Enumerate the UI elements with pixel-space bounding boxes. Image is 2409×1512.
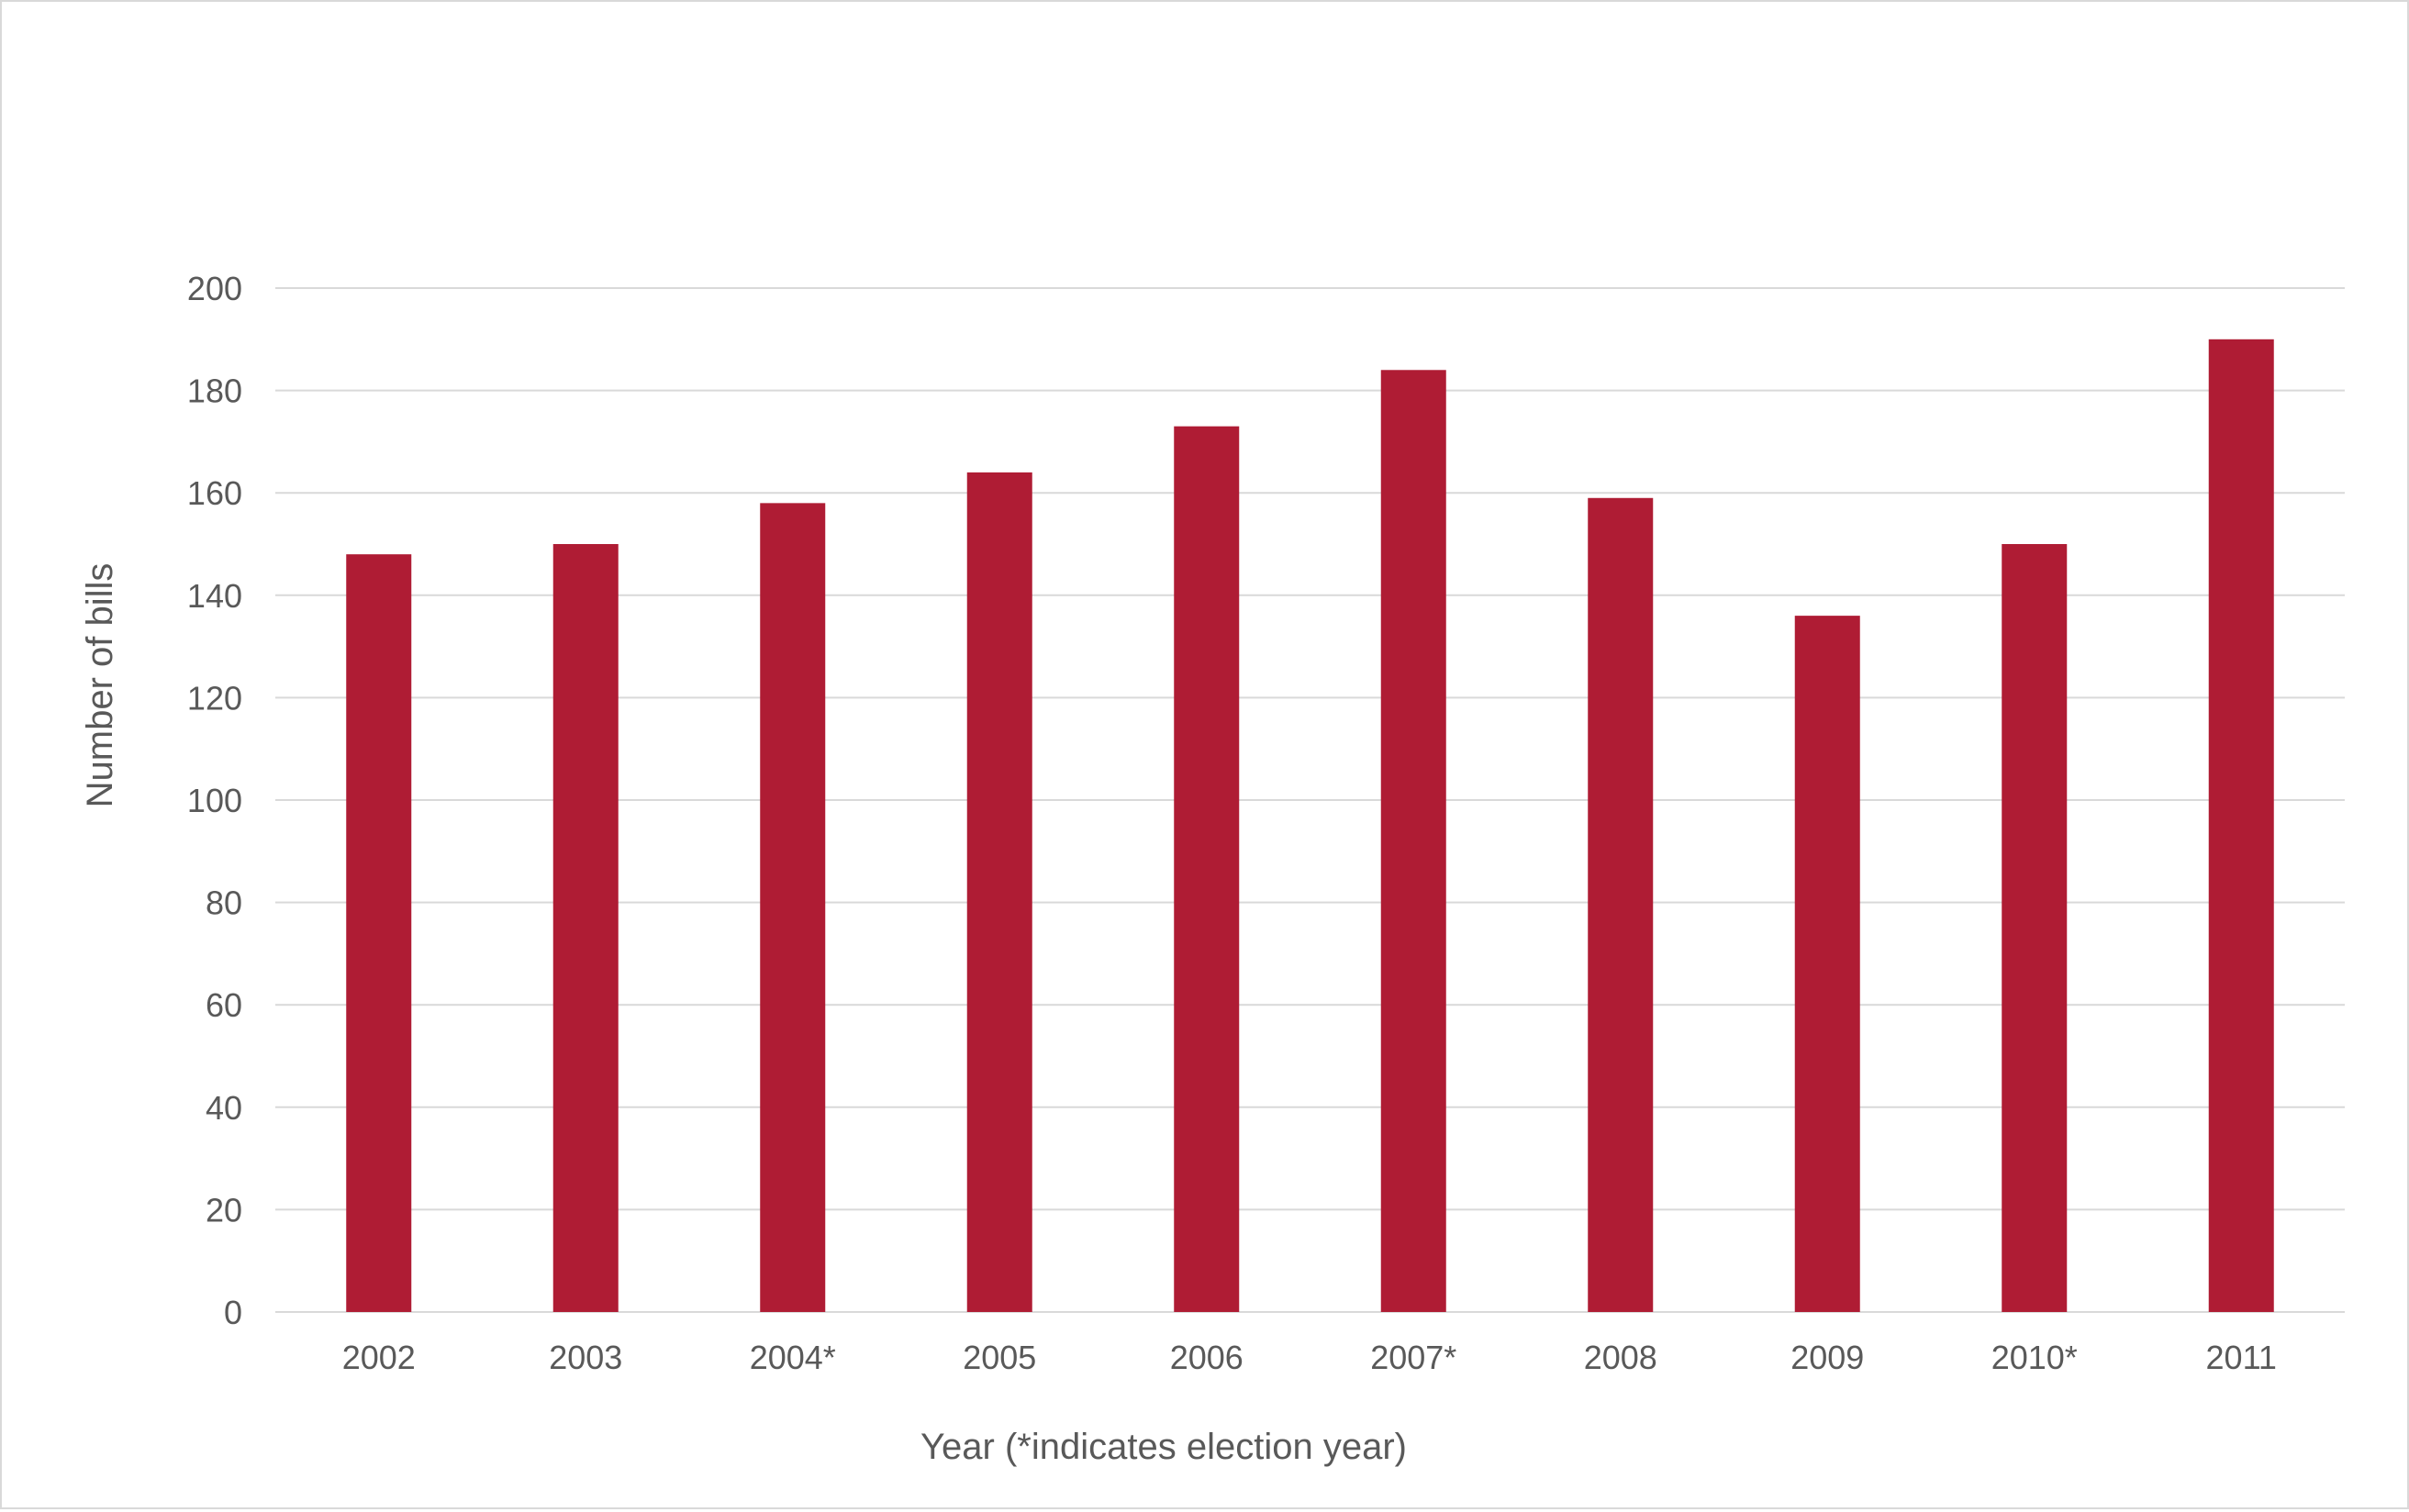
bar-2007-election bbox=[1380, 370, 1446, 1312]
x-tick-label: 2002 bbox=[342, 1339, 416, 1376]
y-tick-label: 60 bbox=[206, 986, 242, 1024]
x-tick-label: 2005 bbox=[963, 1339, 1036, 1376]
x-tick-label: 2008 bbox=[1584, 1339, 1657, 1376]
gridlines bbox=[275, 287, 2345, 1313]
bar-2009 bbox=[1794, 616, 1860, 1312]
x-axis-ticks: 2002 2003 2004* 2005 2006 2007* 2008 2009 2010* 2… bbox=[342, 1339, 2277, 1376]
bar-2010-election bbox=[2002, 544, 2068, 1312]
y-tick-label: 180 bbox=[187, 372, 242, 410]
x-tick-label: 2009 bbox=[1790, 1339, 1864, 1376]
x-tick-label: 2011 bbox=[2206, 1339, 2277, 1376]
y-axis-ticks: 0 20 40 60 80 100 120 140 160 180 200 bbox=[187, 270, 242, 1331]
x-tick-label: 2010* bbox=[1991, 1339, 2078, 1376]
y-tick-label: 20 bbox=[206, 1191, 242, 1228]
bar-2006 bbox=[1174, 426, 1240, 1312]
bars bbox=[346, 339, 2274, 1312]
y-tick-label: 140 bbox=[187, 577, 242, 615]
bar-2003 bbox=[552, 544, 619, 1312]
y-tick-label: 100 bbox=[187, 782, 242, 819]
bar-2002 bbox=[346, 554, 412, 1312]
bar-2011 bbox=[2208, 339, 2274, 1312]
y-tick-label: 0 bbox=[224, 1294, 242, 1331]
y-tick-label: 40 bbox=[206, 1089, 242, 1127]
bar-2008 bbox=[1588, 497, 1654, 1312]
x-axis-title: Year (*indicates election year) bbox=[920, 1427, 1407, 1467]
x-tick-label: 2006 bbox=[1170, 1339, 1244, 1376]
x-tick-label: 2004* bbox=[750, 1339, 836, 1376]
y-tick-label: 80 bbox=[206, 884, 242, 922]
y-tick-label: 200 bbox=[187, 270, 242, 307]
bar-2004-election bbox=[760, 503, 826, 1312]
bar-2005 bbox=[966, 472, 1032, 1312]
y-tick-label: 160 bbox=[187, 474, 242, 512]
y-tick-label: 120 bbox=[187, 679, 242, 717]
y-axis-title: Number of bills bbox=[80, 563, 120, 808]
x-tick-label: 2007* bbox=[1370, 1339, 1456, 1376]
x-tick-label: 2003 bbox=[549, 1339, 622, 1376]
